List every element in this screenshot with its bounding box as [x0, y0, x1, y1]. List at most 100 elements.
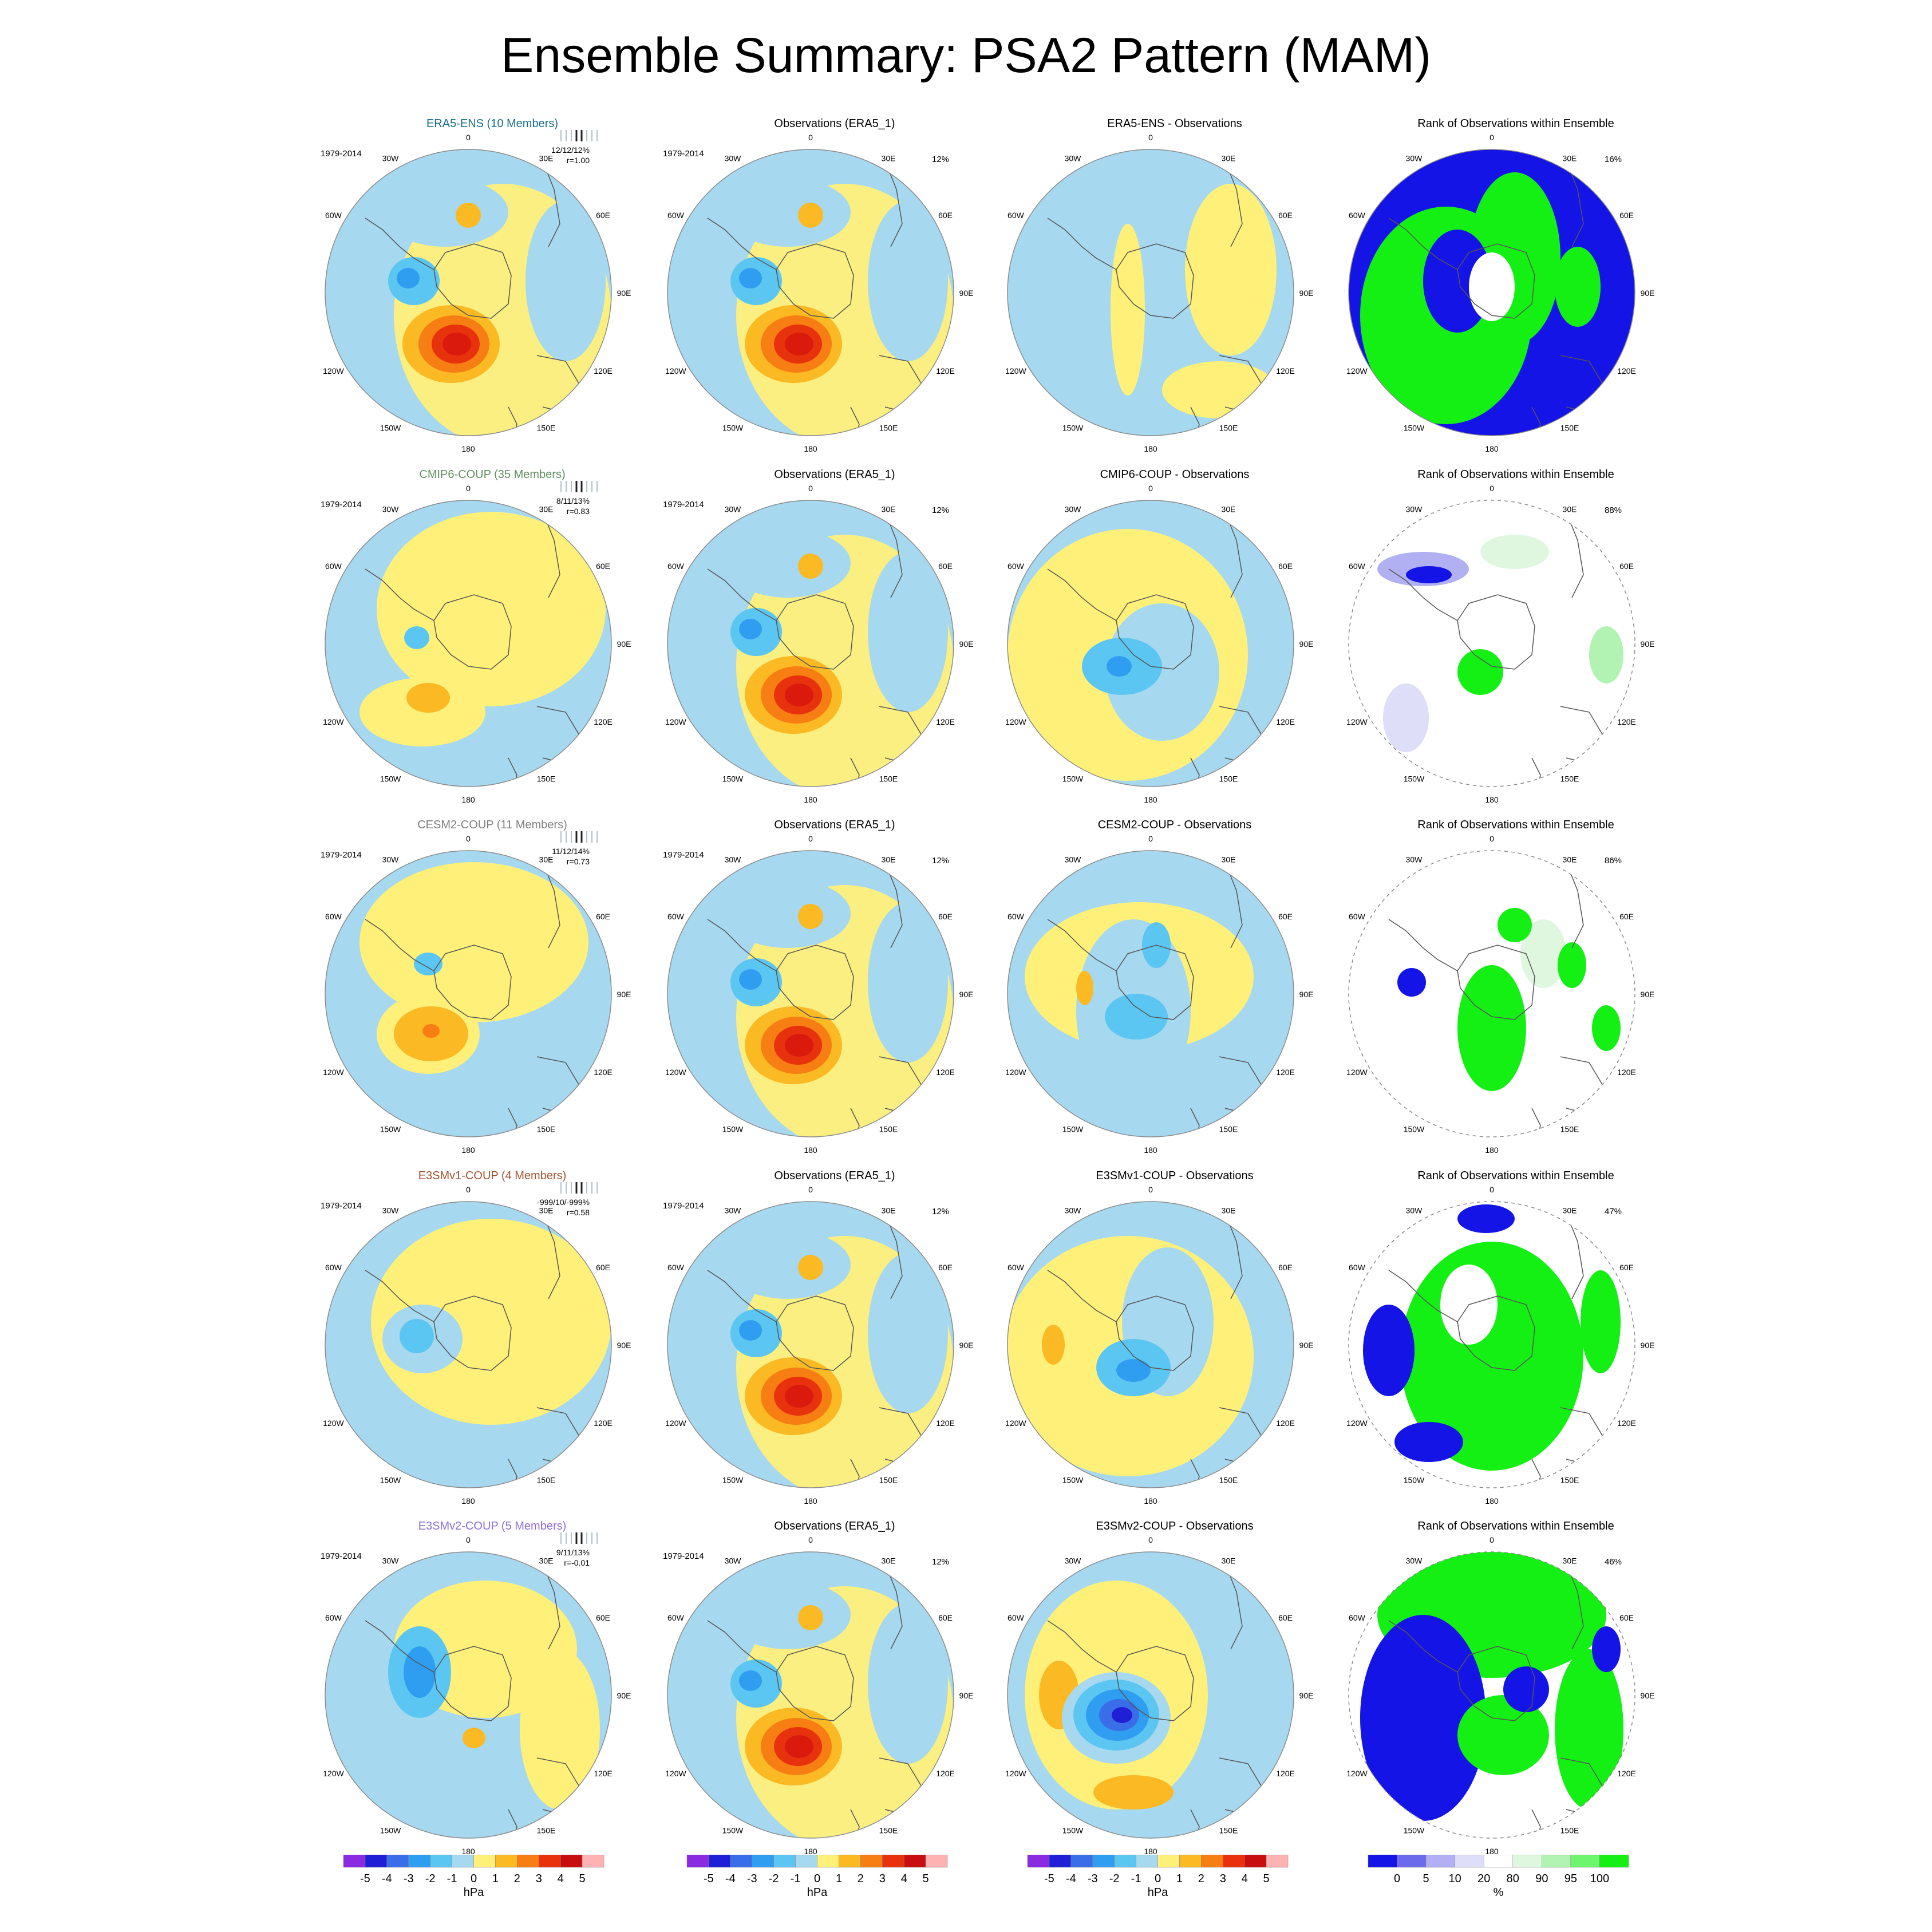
lon-label: 60E [1278, 211, 1293, 220]
panel-title: CESM2-COUP - Observations [1097, 819, 1252, 831]
lon-label: 180 [804, 1847, 817, 1856]
lon-label: 30W [725, 1556, 742, 1565]
colorbar-unit: hPa [807, 1886, 828, 1899]
colorbar-swatch [582, 1855, 605, 1868]
colorbar-swatch [882, 1855, 904, 1868]
colorbar-swatch [686, 1855, 709, 1868]
lon-label: 150W [380, 424, 401, 433]
lon-label: 180 [461, 444, 475, 453]
lon-label: 90W [1344, 639, 1345, 649]
lon-label: 30W [1065, 855, 1082, 864]
lon-label: 60W [667, 1263, 685, 1272]
lon-label: 30W [1406, 1206, 1423, 1215]
lon-label: 120W [665, 366, 686, 376]
map-panel-diff: E3SMv2-COUP - Observations 0 30E 60E 90E 120E… [1003, 1520, 1346, 1863]
colorbar-tick: 95 [1564, 1872, 1577, 1885]
colorbar-swatch [343, 1855, 366, 1868]
lon-label: 90E [1299, 990, 1314, 999]
lon-label: 150E [1560, 1125, 1579, 1134]
lon-label: 30E [882, 504, 896, 513]
colorbar-swatch [1223, 1855, 1245, 1868]
lon-label: 120E [594, 1068, 613, 1077]
lon-label: 120E [594, 366, 613, 376]
lon-label: 90E [959, 990, 974, 999]
period-label: 1979-2014 [321, 850, 362, 860]
lon-label: 60E [1278, 1613, 1293, 1622]
lon-label: 120E [1276, 1769, 1295, 1778]
colorbar-swatch [860, 1855, 883, 1868]
panel-title: CMIP6-COUP (35 Members) [419, 468, 566, 481]
lon-label: 90E [959, 1691, 974, 1700]
lon-label: 30W [725, 855, 742, 864]
lon-label: 180 [1144, 1847, 1157, 1856]
polar-map: 0 30E 60E 90E 120E 150E 180 150W 120W 90W 60W 30W 88… [1344, 484, 1654, 804]
lon-label: 60W [1349, 562, 1366, 571]
lon-label: 120E [936, 1769, 955, 1778]
colorbar-swatch [386, 1855, 409, 1868]
map-panel-diff: CMIP6-COUP - Observations 0 30E 60E 90E 120E 1… [1003, 468, 1346, 812]
lon-label: 90W [1344, 1691, 1345, 1700]
lon-label: 60E [1278, 1263, 1293, 1272]
map-panel-rank: Rank of Observations within Ensemble 0 30E… [1344, 819, 1688, 1162]
lon-label: 30W [725, 1206, 742, 1215]
lon-label: 90W [1344, 289, 1345, 298]
colorbar-swatch [752, 1855, 774, 1868]
colorbar-unit: hPa [1148, 1886, 1168, 1899]
lon-label: 120W [1346, 717, 1368, 726]
lon-label: 0 [808, 484, 813, 493]
lon-label: 30W [1065, 153, 1082, 163]
lon-label: 60W [1349, 912, 1366, 921]
panel-title: Rank of Observations within Ensemble [1417, 1170, 1614, 1182]
lon-label: 0 [466, 834, 471, 843]
lon-label: 150E [1219, 1125, 1238, 1134]
panel-title: CESM2-COUP (11 Members) [417, 819, 567, 831]
member-ticks [560, 481, 598, 492]
lon-label: 30E [539, 1206, 554, 1215]
map-panel-diff: ERA5-ENS - Observations 0 30E 60E 90E 120E 150… [1003, 117, 1346, 461]
lon-label: 90E [1641, 990, 1655, 999]
colorbar-tick: -5 [704, 1872, 714, 1885]
variance-pct: 12% [932, 856, 949, 866]
lon-label: 120E [1617, 717, 1636, 726]
colorbar-tick: 1 [836, 1872, 842, 1885]
lon-label: 60E [1619, 1613, 1634, 1622]
lon-label: 90E [959, 639, 974, 649]
map-panel-obs: Observations (ERA5_1) 0 30E 60E 90E 120E 150E 1… [663, 819, 1006, 1162]
colorbar-swatch [1570, 1855, 1600, 1868]
lon-label: 30E [882, 855, 896, 864]
period-label: 1979-2014 [663, 149, 704, 159]
panel-title: E3SMv2-COUP (5 Members) [418, 1520, 567, 1532]
lon-label: 120E [1276, 1419, 1295, 1428]
lon-label: 30W [725, 504, 742, 513]
colorbar: -5 -4 -3 -2 -1 0 1 2 3 4 5 hPa [343, 1855, 605, 1899]
lon-label: 150E [1560, 424, 1579, 433]
colorbar-tick: -1 [791, 1872, 801, 1885]
lon-label: 150E [879, 1826, 898, 1835]
lon-label: 180 [804, 1145, 817, 1155]
lon-label: 150E [879, 424, 898, 433]
lon-label: 150W [722, 1476, 744, 1485]
lon-label: 30E [539, 1556, 554, 1565]
lon-label: 60E [596, 912, 610, 921]
colorbar-tick: -4 [382, 1872, 392, 1885]
colorbar-tick: 90 [1535, 1872, 1548, 1885]
variance-pct: 12% [932, 155, 949, 164]
lon-label: 120E [936, 717, 955, 726]
colorbar-swatch [1201, 1855, 1223, 1868]
colorbar-swatch [1266, 1855, 1289, 1868]
colorbar: -5 -4 -3 -2 -1 0 1 2 3 4 5 hPa [1027, 1855, 1289, 1899]
lon-label: 120E [1276, 1068, 1295, 1077]
colorbar-tick: 3 [879, 1872, 886, 1885]
map-panel-obs: Observations (ERA5_1) 0 30E 60E 90E 120E 150E 1… [663, 1520, 1006, 1863]
lon-label: 150W [1062, 775, 1084, 784]
map-panel-obs: Observations (ERA5_1) 0 30E 60E 90E 120E 150E 1… [663, 1170, 1006, 1513]
map-panel-model: E3SMv1-COUP (4 Members) 0 30E 60E 90E 120E 150… [321, 1170, 664, 1513]
period-label: 1979-2014 [663, 850, 704, 860]
lon-label: 120W [665, 717, 686, 726]
colorbar: 0 5 10 20 80 90 95 100% [1368, 1855, 1629, 1899]
lon-label: 60E [938, 1613, 953, 1622]
colorbar-swatch [539, 1855, 561, 1868]
panel-title: Rank of Observations within Ensemble [1417, 819, 1614, 831]
map-panel-diff: CESM2-COUP - Observations 0 30E 60E 90E 120E 1… [1003, 819, 1346, 1162]
lon-label: 150W [380, 775, 401, 784]
